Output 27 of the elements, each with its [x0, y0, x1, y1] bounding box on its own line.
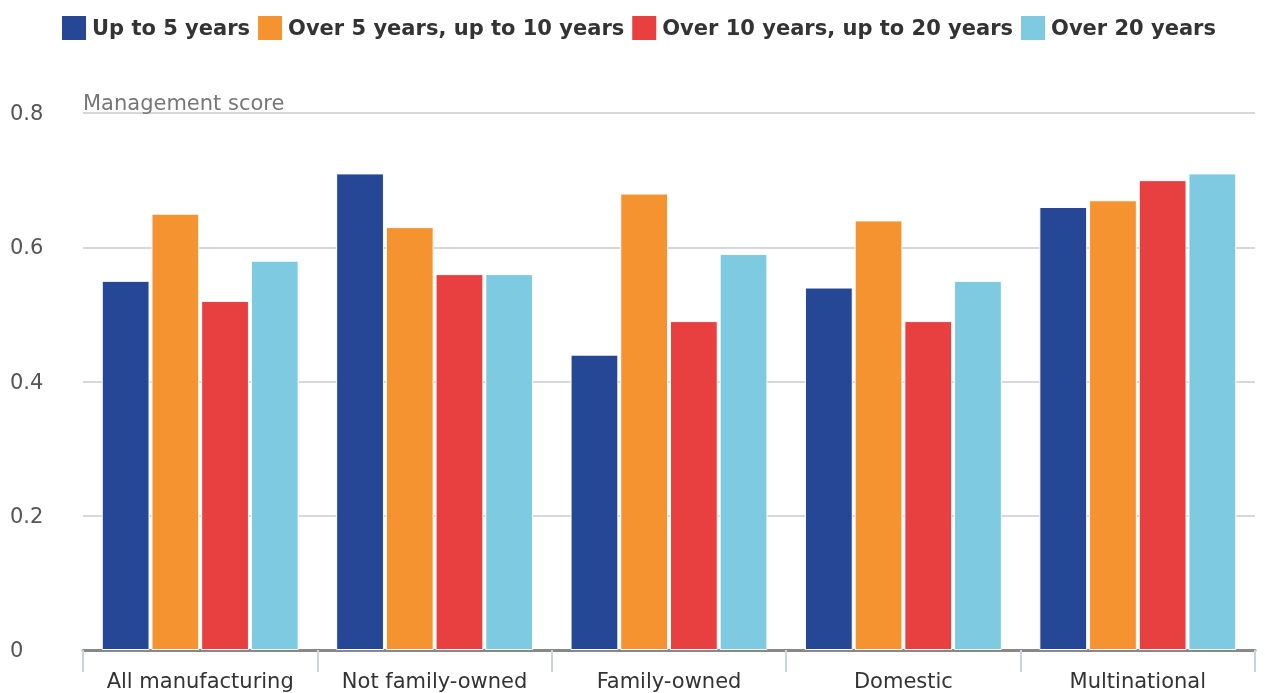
bar [201, 300, 249, 650]
bar [570, 354, 619, 650]
y-tick-label: 0.8 [10, 101, 44, 125]
bar [719, 253, 768, 650]
x-tick-label: Domestic [853, 668, 953, 693]
x-tick-label: All manufacturing [106, 668, 294, 693]
legend-label: Up to 5 years [92, 16, 251, 40]
bar [669, 321, 718, 650]
y-tick-label: 0.6 [10, 235, 44, 260]
y-tick-label: 0.2 [10, 503, 44, 528]
bar [804, 287, 853, 650]
x-tick-label: Not family-owned [341, 668, 528, 693]
legend-label: Over 10 years, up to 20 years [662, 16, 1014, 40]
bar [1089, 200, 1137, 650]
bar [1039, 206, 1088, 650]
x-tick-label: Family-owned [596, 668, 742, 693]
y-tick-label: 0.4 [10, 369, 44, 394]
bar [250, 260, 299, 650]
legend-label: Over 5 years, up to 10 years [288, 16, 625, 40]
x-tick-label: Multinational [1069, 668, 1207, 693]
y-axis-title: Management score [83, 90, 285, 115]
y-tick-label: 0 [10, 638, 24, 662]
legend-label: Over 20 years [1051, 16, 1216, 40]
bar [620, 193, 669, 650]
bar [336, 173, 384, 650]
bar [485, 274, 534, 650]
bar [954, 280, 1002, 650]
